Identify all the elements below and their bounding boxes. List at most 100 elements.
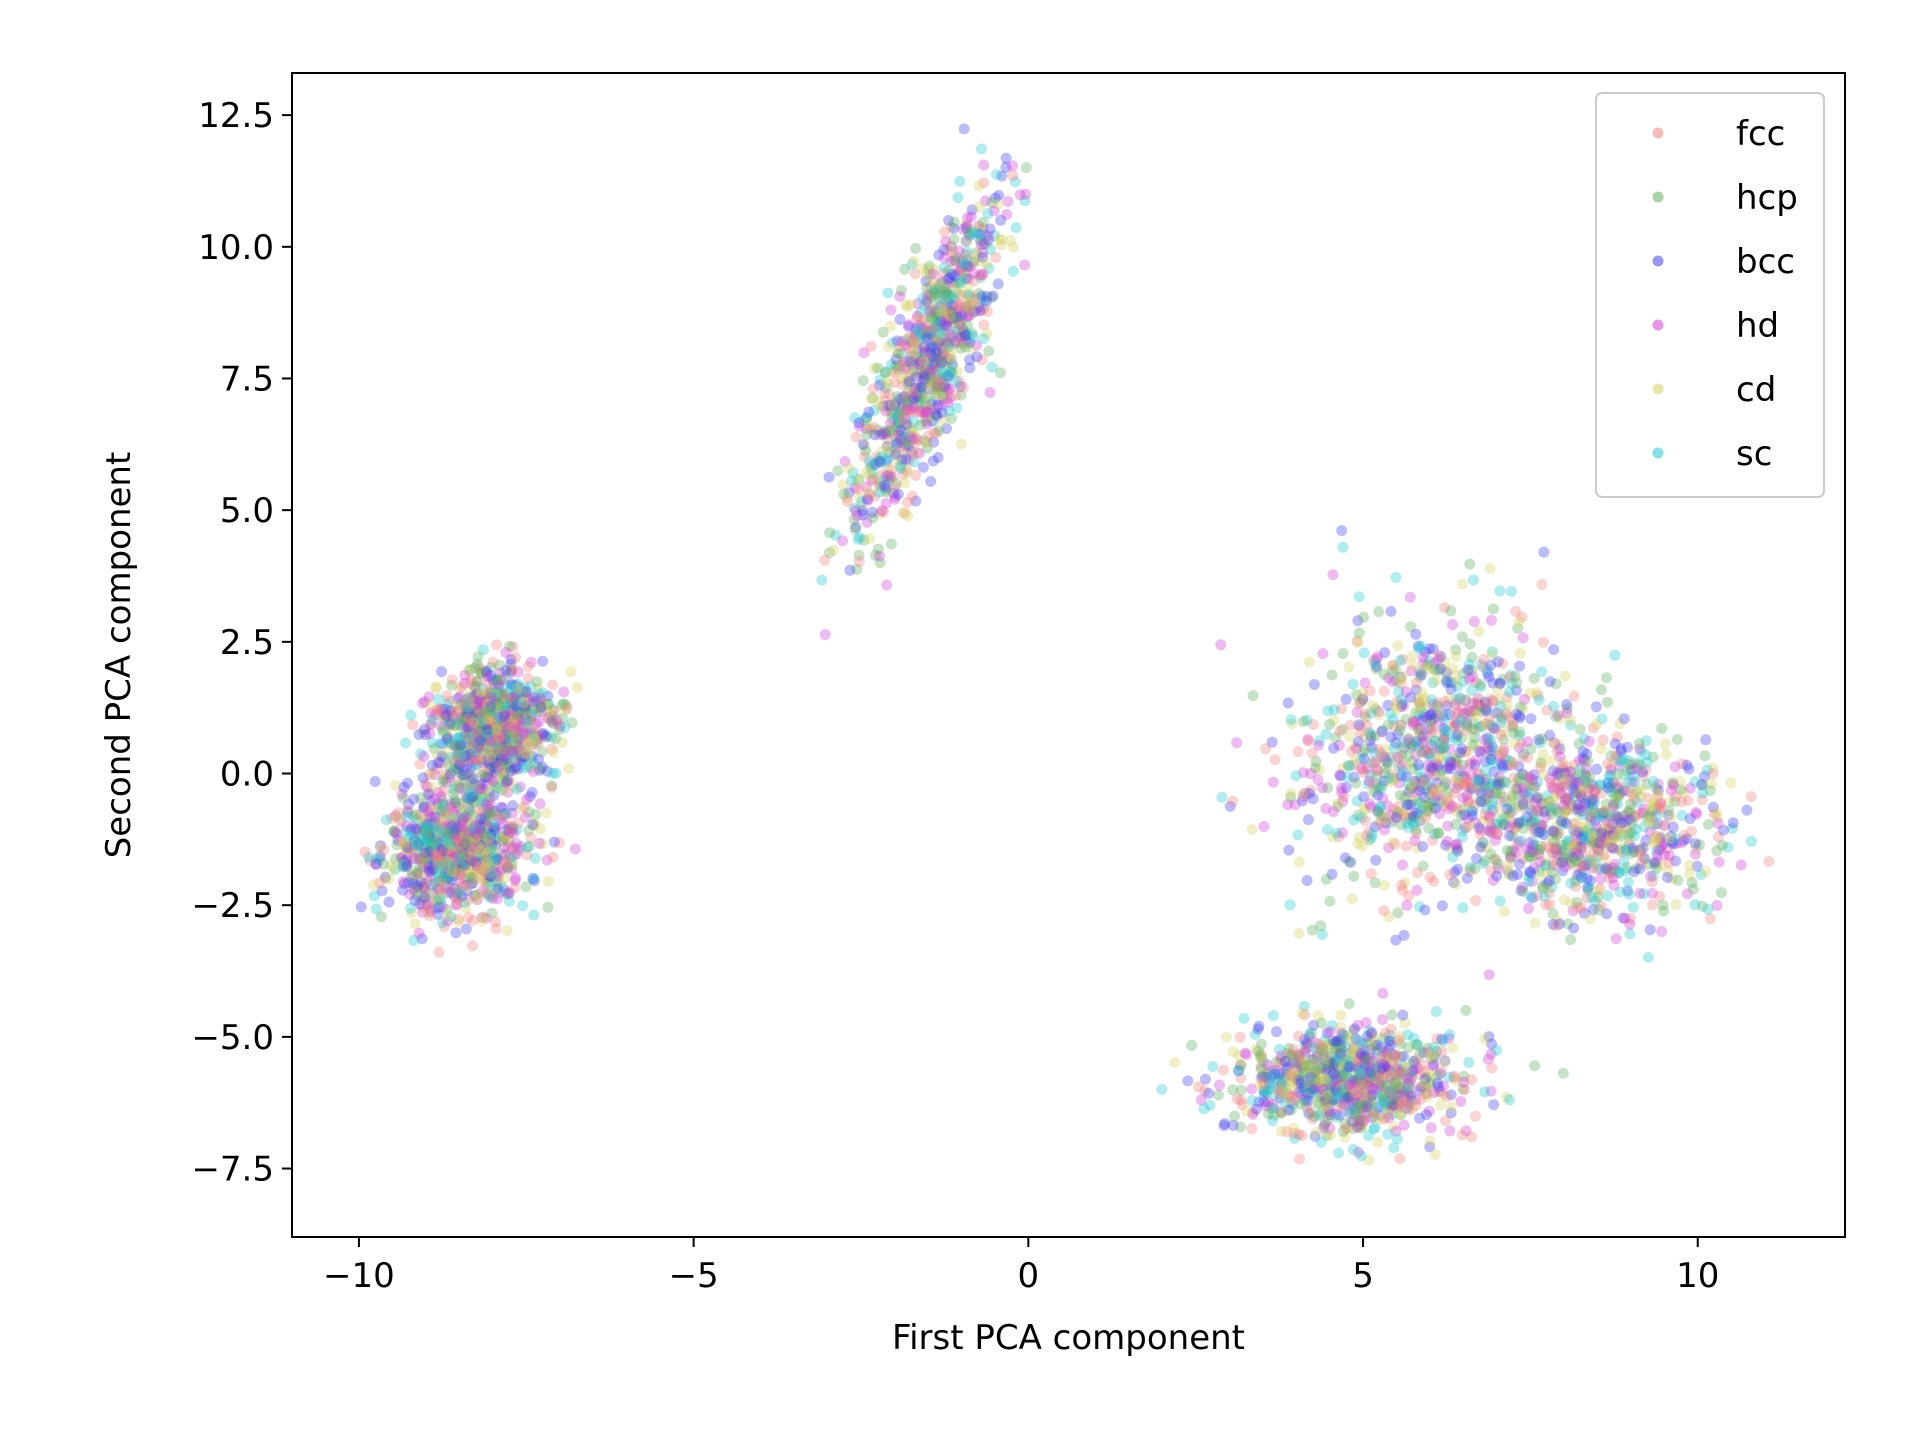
scatter-point-fcc bbox=[942, 244, 954, 256]
scatter-point-sc bbox=[1450, 732, 1462, 744]
scatter-point-cd bbox=[1403, 1060, 1414, 1072]
scatter-point-sc bbox=[917, 348, 929, 360]
scatter-point-cd bbox=[882, 341, 894, 353]
scatter-point-fcc bbox=[459, 874, 471, 886]
scatter-point-bcc bbox=[1413, 759, 1424, 771]
scatter-point-sc bbox=[484, 844, 496, 856]
scatter-point-bcc bbox=[1421, 783, 1432, 795]
scatter-point-fcc bbox=[1486, 1062, 1498, 1074]
scatter-point-fcc bbox=[1303, 1060, 1315, 1072]
scatter-point-hd bbox=[1356, 1089, 1368, 1101]
scatter-point-bcc bbox=[402, 777, 413, 789]
scatter-point-sc bbox=[1326, 1020, 1338, 1032]
scatter-point-sc bbox=[1249, 1028, 1261, 1040]
scatter-point-fcc bbox=[547, 851, 559, 863]
scatter-point-hd bbox=[432, 798, 444, 810]
scatter-point-hd bbox=[1592, 863, 1604, 875]
scatter-point-hd bbox=[1407, 716, 1419, 728]
scatter-point-sc bbox=[428, 855, 440, 867]
scatter-point-hcp bbox=[1565, 934, 1577, 946]
scatter-point-bcc bbox=[1475, 841, 1487, 853]
scatter-point-cd bbox=[477, 802, 489, 814]
scatter-point-fcc bbox=[547, 679, 559, 691]
scatter-point-bcc bbox=[482, 735, 494, 747]
scatter-point-cd bbox=[1342, 1122, 1354, 1134]
scatter-point-hcp bbox=[1630, 863, 1642, 875]
scatter-point-sc bbox=[928, 366, 940, 378]
scatter-point-bcc bbox=[1514, 660, 1526, 672]
scatter-point-fcc bbox=[897, 468, 909, 480]
scatter-point-cd bbox=[1481, 841, 1493, 853]
scatter-point-sc bbox=[500, 680, 512, 692]
scatter-point-hd bbox=[1425, 723, 1437, 735]
scatter-point-fcc bbox=[1650, 830, 1662, 842]
scatter-point-hcp bbox=[1252, 1045, 1264, 1057]
scatter-point-sc bbox=[983, 262, 995, 274]
scatter-point-bcc bbox=[513, 732, 525, 744]
scatter-point-hcp bbox=[1392, 1082, 1404, 1094]
scatter-point-cd bbox=[500, 729, 512, 741]
scatter-point-hcp bbox=[470, 689, 482, 701]
scatter-point-sc bbox=[882, 287, 894, 299]
scatter-point-fcc bbox=[522, 661, 534, 672]
scatter-point-fcc bbox=[1696, 794, 1708, 806]
scatter-point-bcc bbox=[409, 894, 421, 906]
scatter-point-bcc bbox=[469, 890, 480, 902]
scatter-point-fcc bbox=[1611, 731, 1623, 743]
scatter-point-fcc bbox=[1421, 1088, 1433, 1100]
scatter-point-cd bbox=[1352, 838, 1364, 849]
scatter-point-hd bbox=[921, 296, 933, 308]
scatter-point-hd bbox=[1308, 1036, 1320, 1048]
scatter-point-hcp bbox=[523, 824, 535, 836]
scatter-point-hcp bbox=[1464, 558, 1476, 570]
scatter-point-hd bbox=[1265, 1065, 1277, 1077]
scatter-point-sc bbox=[1424, 656, 1436, 668]
scatter-point-cd bbox=[501, 925, 513, 937]
scatter-point-hcp bbox=[1476, 720, 1488, 732]
scatter-point-fcc bbox=[1470, 895, 1482, 907]
scatter-point-hcp bbox=[1392, 760, 1404, 772]
scatter-point-cd bbox=[1509, 738, 1521, 749]
scatter-point-hcp bbox=[1322, 782, 1334, 794]
scatter-point-hd bbox=[477, 861, 489, 873]
scatter-point-cd bbox=[951, 365, 963, 377]
scatter-point-sc bbox=[401, 810, 413, 822]
scatter-point-cd bbox=[1494, 746, 1506, 757]
scatter-point-cd bbox=[1487, 722, 1499, 734]
scatter-point-hcp bbox=[1558, 816, 1570, 828]
scatter-point-hcp bbox=[1227, 1084, 1239, 1096]
scatter-point-sc bbox=[1596, 713, 1608, 725]
scatter-point-hcp bbox=[1311, 1089, 1323, 1101]
scatter-point-hcp bbox=[1465, 785, 1476, 797]
scatter-point-hcp bbox=[547, 704, 559, 716]
scatter-point-sc bbox=[911, 343, 923, 355]
scatter-point-hd bbox=[933, 394, 945, 406]
scatter-point-sc bbox=[1545, 801, 1557, 813]
scatter-point-hd bbox=[1556, 761, 1568, 773]
scatter-point-fcc bbox=[445, 856, 456, 868]
scatter-point-hd bbox=[1373, 1082, 1385, 1094]
scatter-point-hd bbox=[443, 772, 455, 783]
scatter-point-hd bbox=[880, 497, 892, 509]
scatter-point-cd bbox=[463, 698, 475, 710]
scatter-point-hcp bbox=[1574, 723, 1586, 735]
scatter-point-sc bbox=[521, 841, 533, 853]
scatter-point-hd bbox=[1507, 845, 1519, 856]
scatter-point-bcc bbox=[1398, 742, 1410, 754]
scatter-point-sc bbox=[1381, 1055, 1393, 1067]
scatter-point-hd bbox=[454, 818, 466, 830]
scatter-point-fcc bbox=[1294, 1153, 1305, 1165]
scatter-point-hd bbox=[1377, 1014, 1388, 1025]
scatter-point-bcc bbox=[456, 782, 468, 794]
scatter-point-cd bbox=[463, 816, 474, 828]
scatter-point-hcp bbox=[861, 429, 873, 441]
scatter-point-fcc bbox=[865, 340, 877, 352]
scatter-point-cd bbox=[1311, 1097, 1323, 1109]
scatter-point-fcc bbox=[407, 719, 419, 731]
scatter-point-hcp bbox=[1375, 809, 1387, 821]
scatter-point-sc bbox=[1395, 1082, 1407, 1094]
scatter-point-hcp bbox=[910, 242, 922, 254]
scatter-point-fcc bbox=[460, 706, 472, 718]
scatter-point-hcp bbox=[1426, 763, 1438, 775]
scatter-point-bcc bbox=[1321, 1059, 1333, 1071]
